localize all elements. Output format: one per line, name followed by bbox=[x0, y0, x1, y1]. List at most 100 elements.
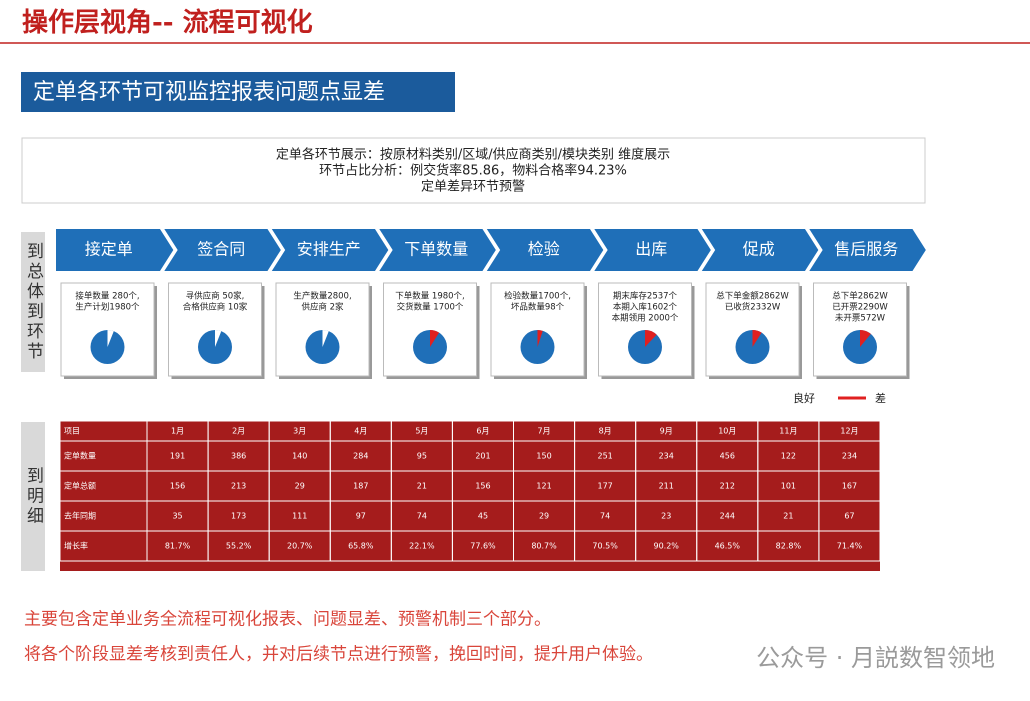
table-cell-text: 55.2% bbox=[226, 542, 252, 551]
table-cell-text: 29 bbox=[539, 512, 549, 521]
table-cell-text: 173 bbox=[231, 512, 246, 521]
table-cell-text: 46.5% bbox=[715, 542, 741, 551]
pie-slice bbox=[645, 330, 657, 347]
stage-chevron bbox=[590, 227, 714, 273]
table-cell-text: 101 bbox=[781, 482, 796, 491]
table-header: 2月 bbox=[232, 427, 245, 436]
side-label-box bbox=[21, 422, 45, 571]
bullet: 定单差异环节预警 bbox=[421, 179, 525, 195]
table-cell-text: 65.8% bbox=[348, 542, 374, 551]
pie-slice bbox=[107, 330, 114, 347]
table-header: 3月 bbox=[293, 427, 306, 436]
table-cell-text: 121 bbox=[536, 482, 551, 491]
table-cell-text: 177 bbox=[597, 482, 612, 491]
stage-name: 检验 bbox=[528, 240, 560, 259]
table-cell-text: 244 bbox=[720, 512, 735, 521]
pie-slice bbox=[752, 330, 762, 347]
stage-detail: 未开票572W bbox=[835, 313, 886, 324]
stage-chevron bbox=[160, 227, 284, 273]
table-cell-text: 74 bbox=[417, 512, 427, 521]
stage-chevron bbox=[483, 227, 606, 273]
stage-detail: 供应商 2家 bbox=[301, 302, 344, 313]
table-header: 7月 bbox=[537, 427, 550, 436]
stage-name: 售后服务 bbox=[834, 240, 898, 259]
watermark: 公众号 · 月説数智领地 bbox=[756, 644, 995, 672]
table-cell-text: 20.7% bbox=[287, 542, 313, 551]
table-cell-text: 定单数量 bbox=[64, 451, 96, 461]
stage-detail: 接单数量 280个, bbox=[75, 291, 139, 302]
stage-chevron bbox=[805, 227, 929, 273]
stage-detail: 交货数量 1700个 bbox=[397, 302, 464, 313]
pie-slice bbox=[322, 330, 329, 347]
pie-slice bbox=[215, 330, 222, 347]
stage-detail: 检验数量1700个, bbox=[504, 291, 571, 302]
table-header: 8月 bbox=[599, 427, 612, 436]
table-cell-text: 122 bbox=[781, 452, 796, 461]
table-header: 10月 bbox=[718, 427, 736, 436]
table-header: 11月 bbox=[779, 427, 797, 436]
stage-name: 促成 bbox=[743, 240, 775, 259]
side-label-box bbox=[21, 232, 45, 372]
banner-text: 定单各环节可视监控报表问题点显差 bbox=[33, 80, 385, 105]
page-title: 操作层视角-- 流程可视化 bbox=[22, 7, 313, 38]
table-cell-text: 67 bbox=[844, 512, 854, 521]
table-cell-text: 201 bbox=[475, 452, 490, 461]
table-cell-text: 80.7% bbox=[531, 542, 557, 551]
side-label: 到总体到环节 bbox=[23, 242, 44, 362]
table-cell-text: 191 bbox=[170, 452, 185, 461]
table-cell-text: 90.2% bbox=[653, 542, 679, 551]
stage-name: 安排生产 bbox=[297, 240, 361, 259]
bullet: 环节占比分析：例交货率85.86，物料合格率94.23% bbox=[319, 163, 627, 179]
table-cell-text: 定单总额 bbox=[64, 481, 96, 491]
table-header: 1月 bbox=[171, 427, 184, 436]
table-cell-text: 22.1% bbox=[409, 542, 435, 551]
stage-detail: 期末库存2537个 bbox=[613, 291, 678, 302]
table-header: 6月 bbox=[476, 427, 489, 436]
stage-detail: 总下单金额2862W bbox=[716, 291, 789, 302]
table-bg bbox=[60, 421, 880, 571]
table-cell-text: 251 bbox=[597, 452, 612, 461]
table-cell-text: 386 bbox=[231, 452, 246, 461]
stage-detail: 已开票2290W bbox=[832, 303, 888, 313]
table-cell-text: 21 bbox=[417, 482, 427, 491]
table-cell-text: 增长率 bbox=[64, 541, 88, 551]
table-cell-text: 去年同期 bbox=[64, 511, 96, 521]
table-cell-text: 212 bbox=[720, 482, 735, 491]
table-cell-text: 234 bbox=[842, 452, 857, 461]
table-cell-text: 35 bbox=[172, 512, 182, 521]
table-cell-text: 456 bbox=[720, 452, 735, 461]
table-cell-text: 167 bbox=[842, 482, 857, 491]
table-cell-text: 74 bbox=[600, 512, 610, 521]
note: 主要包含定单业务全流程可视化报表、问题显差、预警机制三个部分。 bbox=[24, 610, 551, 630]
stage-detail: 下单数量 1980个, bbox=[395, 291, 465, 302]
stage-detail: 本期入库1602个 bbox=[613, 302, 678, 313]
table-cell-text: 95 bbox=[417, 452, 427, 461]
stage-detail: 本期领用 2000个 bbox=[612, 313, 679, 324]
table-cell-text: 211 bbox=[659, 482, 674, 491]
table-cell-text: 156 bbox=[475, 482, 490, 491]
table-header: 9月 bbox=[660, 427, 673, 436]
stage-chevron bbox=[698, 227, 821, 273]
table-cell-text: 140 bbox=[292, 452, 307, 461]
legend-bad: 差 bbox=[875, 391, 886, 405]
stage-chevron bbox=[54, 227, 176, 273]
pie-slice bbox=[430, 330, 440, 347]
table-cell-text: 156 bbox=[170, 482, 185, 491]
table-cell-text: 187 bbox=[353, 482, 368, 491]
table-cell-text: 29 bbox=[295, 482, 305, 491]
stage-detail: 坏品数量98个 bbox=[511, 302, 565, 313]
stage-detail: 已收货2332W bbox=[725, 302, 781, 313]
table-cell-text: 70.5% bbox=[592, 542, 618, 551]
table-cell-text: 213 bbox=[231, 482, 246, 491]
stage-detail: 合格供应商 10家 bbox=[183, 302, 248, 313]
table-cell-text: 81.7% bbox=[165, 542, 191, 551]
table-cell-text: 82.8% bbox=[776, 542, 802, 551]
stage-chevron bbox=[268, 227, 391, 273]
stage-detail: 总下单2862W bbox=[832, 291, 888, 302]
table-cell bbox=[818, 530, 881, 562]
pie-slice bbox=[860, 330, 871, 347]
bullet: 定单各环节展示：按原材料类别/区域/供应商类别/模块类别 维度展示 bbox=[276, 147, 670, 163]
stage-name: 签合同 bbox=[197, 240, 245, 259]
table-cell-text: 45 bbox=[478, 512, 488, 521]
